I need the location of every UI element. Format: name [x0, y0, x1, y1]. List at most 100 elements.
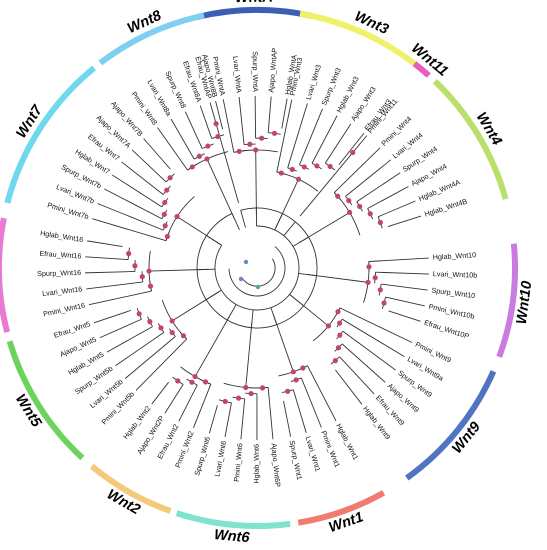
- backbone-link: [283, 221, 296, 236]
- node-dot: [377, 219, 383, 226]
- node-dot: [365, 279, 371, 285]
- node-dot: [381, 300, 387, 306]
- node-dot: [337, 332, 343, 338]
- tip-label: Ajapo_Wnt6P: [269, 443, 282, 488]
- node-dot: [285, 388, 291, 394]
- node-dot: [136, 311, 142, 317]
- family-arc: [297, 490, 386, 526]
- tip-label: Spurp_WntA: [251, 51, 260, 92]
- node-dot: [325, 323, 332, 329]
- node-dot: [278, 170, 284, 176]
- tip-branch: [368, 257, 429, 262]
- tip-label: Pmini_Wnt1: [319, 429, 342, 468]
- tip-label: Pmini_Wnt7b: [46, 200, 90, 221]
- node-dot: [293, 377, 299, 383]
- tip-branch: [324, 123, 352, 164]
- node-dot: [202, 379, 209, 385]
- backbone-arc: [196, 207, 318, 329]
- tip-branch: [115, 331, 165, 367]
- node-dot: [169, 329, 175, 336]
- tip-branch: [367, 186, 409, 209]
- tip-branch: [385, 296, 425, 307]
- root-node-dot: [255, 284, 261, 290]
- tip-branch: [112, 174, 163, 208]
- tip-branch: [164, 384, 184, 414]
- backbone-link: [270, 307, 278, 325]
- family-stem: [194, 316, 230, 377]
- tip-label: Lvari_Wnt3: [304, 63, 323, 100]
- node-dot: [158, 325, 164, 331]
- backbone-link: [205, 289, 222, 301]
- node-dot: [377, 287, 383, 293]
- node-dot: [327, 163, 333, 170]
- node-dot: [162, 199, 168, 206]
- root-node-dot: [238, 276, 244, 282]
- backbone-link: [274, 213, 283, 231]
- tip-label: Efrau_Wnt5: [53, 319, 92, 340]
- node-dot: [162, 223, 168, 229]
- tip-branch: [299, 108, 323, 166]
- node-dot: [314, 163, 320, 169]
- tip-branch: [339, 307, 413, 343]
- node-dot: [169, 318, 175, 324]
- tip-branch: [276, 99, 293, 173]
- tip-branch: [178, 384, 198, 422]
- tip-label: Spurp_Wnt1: [288, 440, 305, 481]
- tip-branch: [87, 240, 123, 247]
- tip-label: Ajapo_WntAP: [266, 47, 279, 93]
- node-dot: [236, 148, 242, 154]
- tip-branch: [97, 203, 164, 231]
- tip-label: Efrau_Wnt16: [39, 249, 81, 261]
- tip-branch: [86, 281, 143, 290]
- node-dot: [146, 268, 152, 274]
- node-dot: [164, 187, 170, 193]
- tip-branch: [131, 149, 167, 183]
- backbone-arc: [214, 225, 300, 311]
- tip-branch: [356, 172, 401, 203]
- family-arc: [0, 217, 11, 333]
- family-arc: [6, 340, 85, 461]
- tip-branch: [283, 400, 292, 437]
- family-stem: [306, 274, 369, 283]
- tip-branch: [143, 138, 171, 170]
- tip-label: Lvari_Wnt10b: [433, 269, 478, 280]
- node-dot: [253, 147, 259, 153]
- tree-nodes: [126, 121, 387, 405]
- tip-branch: [151, 381, 170, 405]
- node-dot: [243, 384, 249, 391]
- tip-label: Pmini_Wnt10b: [428, 302, 476, 321]
- tip-branch: [339, 356, 375, 395]
- node-dot: [180, 333, 187, 339]
- backbone-link: [292, 236, 309, 247]
- tip-branch: [224, 402, 232, 438]
- tip-branch: [387, 215, 422, 227]
- tip-branch: [381, 283, 428, 291]
- node-dot: [350, 149, 356, 156]
- family-label: Wnt10: [514, 280, 535, 325]
- tip-branch: [377, 200, 416, 218]
- node-dot: [189, 164, 195, 170]
- node-dot: [147, 319, 153, 325]
- node-dot: [346, 197, 352, 204]
- family-arc: [98, 12, 205, 66]
- tip-branch: [209, 102, 217, 124]
- backbone-link: [206, 235, 222, 246]
- tip-label: Hglab_Wnt4B: [423, 197, 468, 219]
- tip-branch: [199, 105, 213, 139]
- node-dot: [367, 211, 373, 217]
- node-dot: [247, 141, 253, 147]
- tip-branch: [333, 147, 381, 193]
- family-arc: [89, 463, 172, 514]
- tip-branch: [193, 383, 212, 429]
- node-dot: [174, 214, 180, 220]
- node-dot: [290, 369, 296, 375]
- tip-branch: [85, 271, 135, 274]
- family-stem: [255, 150, 257, 215]
- tip-label: Hglab_Wnt10: [432, 250, 476, 262]
- tip-branch: [99, 318, 142, 339]
- tip-branch: [341, 343, 386, 383]
- family-arc: [175, 510, 291, 529]
- node-dot: [366, 264, 372, 270]
- node-dot: [259, 135, 265, 141]
- node-dot: [335, 345, 342, 351]
